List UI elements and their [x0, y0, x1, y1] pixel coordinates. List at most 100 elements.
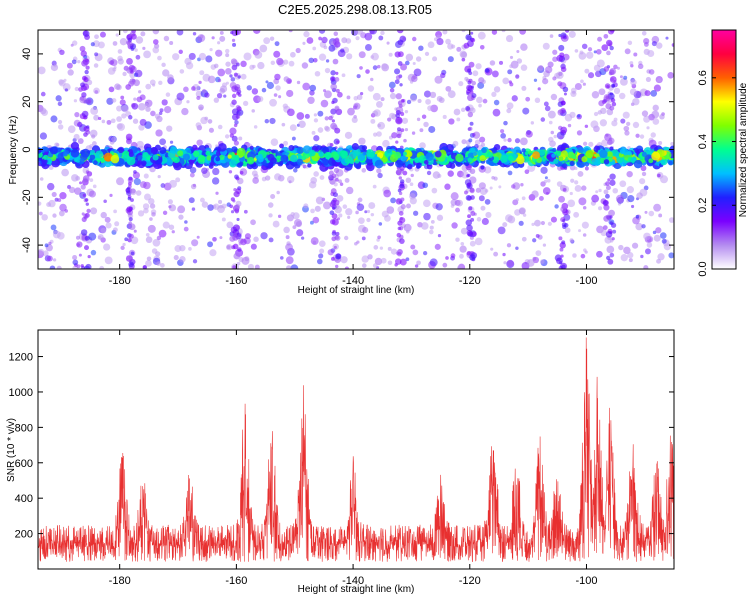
spectrogram-speckle — [147, 224, 156, 233]
spectrogram-streak-speckle — [470, 195, 475, 200]
spectrogram-band-cell — [110, 154, 120, 164]
spectrogram-speckle — [598, 188, 602, 193]
spectrogram-streak-speckle — [397, 100, 403, 106]
spectrogram-speckle — [661, 238, 667, 244]
spectrogram-speckle — [643, 265, 649, 269]
spectrogram-speckle — [580, 253, 586, 259]
spectrogram-streak-speckle — [130, 188, 136, 194]
spectrogram-speckle — [427, 41, 435, 49]
spectrogram-speckle — [242, 100, 249, 107]
spectrogram-speckle — [89, 129, 98, 138]
spectrogram-band-cell — [627, 150, 632, 156]
spectrogram-speckle — [574, 180, 579, 185]
spectrogram-streak-speckle — [84, 245, 89, 251]
spectrogram-speckle — [629, 61, 634, 65]
spectrogram-speckle — [113, 209, 117, 214]
spectrogram-speckle — [655, 227, 662, 234]
spectrogram-streak-speckle — [335, 177, 339, 182]
spectrogram-speckle — [340, 48, 345, 53]
spectrogram-speckle — [152, 30, 160, 35]
spectrogram-speckle — [613, 117, 618, 122]
spectrogram-band-cell — [95, 150, 104, 159]
spectrogram-speckle — [405, 53, 414, 62]
spectrogram-speckle — [226, 245, 231, 250]
spectrogram-streak-speckle — [80, 82, 85, 88]
spectrogram-speckle — [250, 219, 256, 226]
colorbar-title: Normalized spectral amplitude — [738, 82, 749, 217]
spectrogram-streak-speckle — [80, 264, 84, 268]
spectrogram-streak-speckle — [133, 229, 137, 233]
spectrogram-speckle — [149, 203, 156, 209]
spectrogram-speckle — [591, 91, 600, 99]
spectrogram-speckle — [457, 265, 462, 269]
spectrogram-speckle — [632, 98, 640, 106]
spectrogram-speckle — [286, 89, 294, 98]
spectrogram-streak-speckle — [82, 98, 88, 104]
spectrogram-speckle — [648, 210, 655, 217]
spectrogram-streak-speckle — [471, 80, 476, 86]
spectrogram-band-cell — [467, 152, 475, 159]
spectrogram-band-cell — [328, 157, 337, 166]
spectrogram-streak-speckle — [402, 170, 408, 176]
spectrogram-speckle — [93, 114, 100, 121]
spectrogram-speckle — [570, 87, 577, 94]
spectrogram-streak-speckle — [562, 218, 566, 223]
spectrogram-speckle — [289, 124, 297, 132]
spectrogram-speckle — [480, 142, 486, 147]
spectrogram-speckle — [298, 120, 306, 129]
spectrogram-speckle — [367, 85, 375, 92]
spectrogram-speckle — [301, 62, 309, 69]
spectrogram-speckle — [559, 247, 564, 252]
spectrogram-speckle — [149, 79, 156, 86]
spectrogram-band-cell — [546, 154, 552, 160]
spectrogram-streak-speckle — [128, 64, 136, 72]
spectrogram-speckle — [201, 201, 209, 208]
spectrogram-speckle — [48, 199, 56, 208]
spectrogram-speckle — [646, 126, 650, 130]
spectrogram-speckle — [153, 39, 159, 45]
spectrogram-panel: -180 -160 -140 -120 -100 -40 -20 0 20 40 Height … — [8, 29, 675, 296]
spectrogram-speckle — [445, 256, 449, 260]
spectrogram-streak-speckle — [609, 67, 617, 75]
spectrogram-speckle — [500, 129, 505, 134]
spectrogram-speckle — [650, 132, 656, 138]
spectrogram-speckle — [368, 202, 376, 210]
spectrogram-streak-speckle — [231, 64, 238, 71]
spectrogram-streak-speckle — [611, 83, 616, 88]
spectrogram-speckle — [138, 103, 146, 111]
spectrogram-band-cell — [227, 154, 232, 159]
spectrogram-streak-speckle — [567, 123, 572, 128]
spectrogram-streak-speckle — [128, 223, 136, 231]
spectrogram-speckle — [204, 92, 210, 98]
spectrogram-speckle — [403, 223, 412, 232]
spectrogram-band-cell — [296, 146, 304, 154]
spectrogram-speckle — [410, 244, 416, 250]
spectrogram-speckle — [217, 68, 226, 77]
spectrogram-speckle — [440, 72, 446, 79]
spectrogram-band-cell — [267, 153, 275, 162]
spectrogram-streak-speckle — [397, 39, 404, 46]
spectrogram-speckle — [374, 257, 383, 266]
spectrogram-streak-speckle — [331, 218, 339, 226]
spectrogram-streak-speckle — [232, 243, 239, 250]
spectrogram-speckle — [564, 113, 573, 122]
spectrogram-speckle — [135, 36, 144, 44]
spectrogram-streak-speckle — [133, 170, 137, 174]
spectrogram-streak-speckle — [333, 199, 340, 206]
spectrogram-y-tick-label: 20 — [21, 96, 33, 108]
spectrogram-speckle — [356, 203, 365, 212]
spectrogram-speckle — [247, 263, 254, 269]
spectrogram-speckle — [476, 217, 482, 222]
spectrogram-speckle — [511, 184, 516, 189]
spectrogram-speckle — [285, 256, 294, 265]
spectrogram-speckle — [460, 241, 465, 246]
spectrogram-speckle — [361, 263, 367, 268]
spectrogram-speckle — [341, 73, 346, 78]
spectrogram-speckle — [168, 224, 175, 230]
spectrogram-speckle — [379, 246, 384, 250]
spectrogram-streak-speckle — [558, 109, 562, 114]
colorbar-tick-label: 0.6 — [697, 70, 709, 85]
spectrogram-speckle — [364, 44, 372, 51]
spectrogram-band-cell — [246, 156, 255, 165]
spectrogram-speckle — [540, 166, 548, 174]
